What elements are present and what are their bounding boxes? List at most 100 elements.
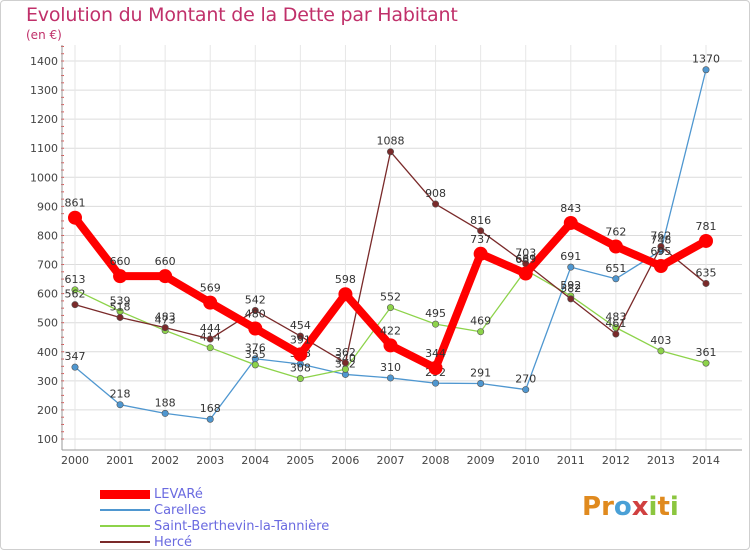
legend-item-herce: Hercé [100,534,329,550]
brand-letter: i [669,492,679,522]
brand-letter: r [601,492,614,522]
data-label: 843 [560,202,581,215]
data-label: 635 [696,266,717,279]
legend-label-carelles: Carelles [154,502,207,518]
data-label: 737 [470,233,491,246]
data-point [567,263,575,271]
data-label: 908 [425,187,446,200]
x-tick-label: 2010 [512,454,540,467]
data-label: 422 [380,324,401,337]
data-point [432,200,440,208]
data-point [161,324,169,332]
data-point [702,359,710,367]
data-point [68,210,82,225]
data-point [383,338,398,353]
data-point [116,401,124,409]
data-point [386,374,394,382]
data-label: 691 [560,250,581,263]
y-tick-label: 400 [37,346,58,359]
data-label: 218 [110,388,131,401]
y-tick-label: 600 [37,288,58,301]
y-tick-label: 1000 [30,171,58,184]
data-point [699,233,713,248]
x-tick-label: 2001 [106,454,134,467]
data-point [702,66,710,74]
legend-label-levare: LEVARé [154,486,203,502]
data-label: 569 [200,282,221,295]
y-tick-label: 1100 [30,142,58,155]
data-label: 660 [110,255,131,268]
data-label: 469 [470,315,491,328]
data-point [473,246,488,261]
data-label: 376 [245,342,266,355]
data-label: 1088 [377,135,405,148]
y-tick-label: 1400 [30,55,58,68]
data-label: 344 [425,347,446,360]
x-tick-label: 2011 [557,454,585,467]
data-label: 188 [155,396,176,409]
data-point [386,304,394,312]
data-point [296,375,304,383]
data-label: 483 [155,311,176,324]
data-point [386,148,394,156]
brand-letter: o [613,492,632,522]
y-tick-label: 900 [37,200,58,213]
data-label: 168 [200,402,221,415]
x-tick-label: 2007 [377,454,405,467]
y-tick-label: 1300 [30,84,58,97]
data-label: 695 [650,245,671,258]
data-label: 483 [605,311,626,324]
data-label: 748 [650,234,671,247]
legend-label-herce: Hercé [154,534,192,550]
data-label: 270 [515,373,536,386]
data-point [612,275,620,283]
data-point [206,415,214,423]
data-label: 308 [290,362,311,375]
data-point [296,332,304,340]
data-label: 762 [605,226,626,239]
data-point [702,279,710,287]
x-tick-label: 2006 [331,454,359,467]
data-label: 444 [200,322,221,335]
data-point [428,361,443,376]
data-point [477,379,485,387]
x-tick-label: 2009 [467,454,495,467]
data-label: 362 [335,346,356,359]
data-label: 651 [605,262,626,275]
data-label: 542 [245,293,266,306]
data-label: 1370 [692,53,720,66]
data-label: 340 [335,352,356,365]
data-label: 291 [470,366,491,379]
y-tick-label: 800 [37,229,58,242]
legend-item-levare: LEVARé [100,486,329,502]
data-label: 598 [335,273,356,286]
data-label: 518 [110,300,131,313]
data-point [251,306,259,314]
y-tick-label: 500 [37,317,58,330]
data-point [71,363,79,371]
data-label: 703 [515,247,536,260]
data-point [251,361,259,369]
legend-item-saint-berthevin: Saint-Berthevin-la-Tannière [100,518,329,534]
x-tick-label: 2000 [61,454,89,467]
data-label: 660 [155,255,176,268]
data-point [432,379,440,387]
data-point [203,295,218,310]
data-label: 552 [380,291,401,304]
x-tick-label: 2014 [692,454,720,467]
data-point [71,286,79,294]
data-label: 762 [650,230,671,243]
x-tick-label: 2002 [151,454,179,467]
data-label: 355 [245,348,266,361]
legend-swatch-herce [100,541,150,543]
brand-letter: i [648,492,658,522]
data-point [477,328,485,336]
data-point [116,313,124,321]
data-point [161,409,169,417]
data-label: 495 [425,307,446,320]
chart-unit: (en €) [26,28,62,42]
brand-letter: P [582,492,602,522]
data-point [113,269,128,284]
y-tick-label: 200 [37,404,58,417]
